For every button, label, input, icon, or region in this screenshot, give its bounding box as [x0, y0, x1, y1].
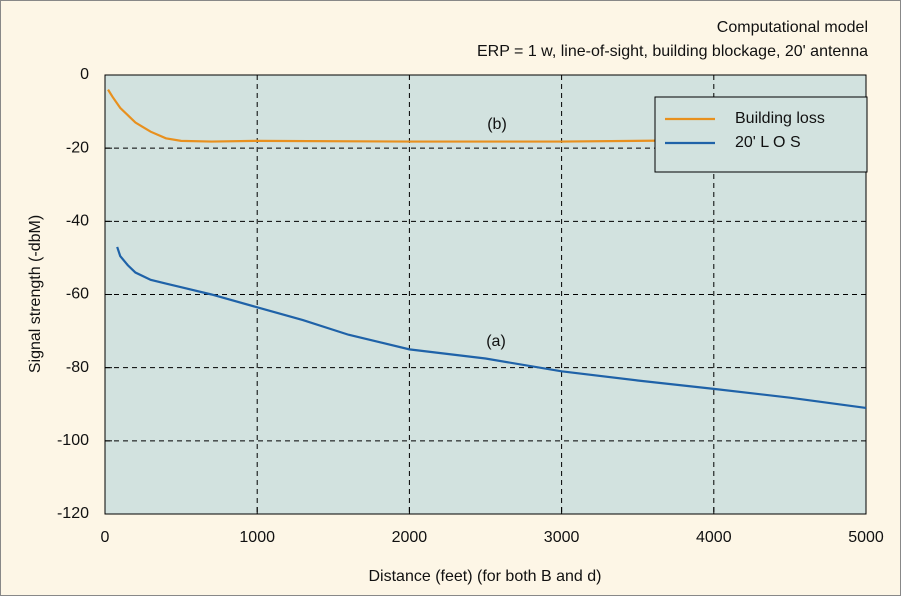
series-line	[116, 246, 867, 409]
chart-title: Computational model	[717, 19, 868, 36]
x-tick-label: 3000	[544, 529, 580, 546]
x-tick-label: 0	[101, 529, 110, 546]
annotation: (a)	[486, 333, 506, 350]
annotation: (b)	[487, 116, 507, 133]
y-tick-label: -60	[66, 286, 89, 303]
y-tick-label: -100	[57, 432, 89, 449]
x-tick-label: 1000	[239, 529, 275, 546]
y-tick-label: -20	[66, 139, 89, 156]
x-tick-label: 2000	[392, 529, 428, 546]
x-axis-label: Distance (feet) (for both B and d)	[369, 568, 602, 585]
x-tick-label: 4000	[696, 529, 732, 546]
series-line	[107, 89, 867, 143]
y-axis-label: Signal strength (-dbM)	[27, 215, 44, 373]
legend-label: 20' L O S	[735, 134, 801, 151]
x-tick-label: 5000	[848, 529, 884, 546]
legend-label: Building loss	[735, 110, 825, 127]
chart-subtitle: ERP = 1 w, line-of-sight, building block…	[477, 43, 868, 60]
y-tick-label: -40	[66, 213, 89, 230]
y-tick-label: -120	[57, 505, 89, 522]
legend-box	[654, 96, 868, 173]
y-tick-label: 0	[80, 66, 89, 83]
y-tick-label: -80	[66, 359, 89, 376]
